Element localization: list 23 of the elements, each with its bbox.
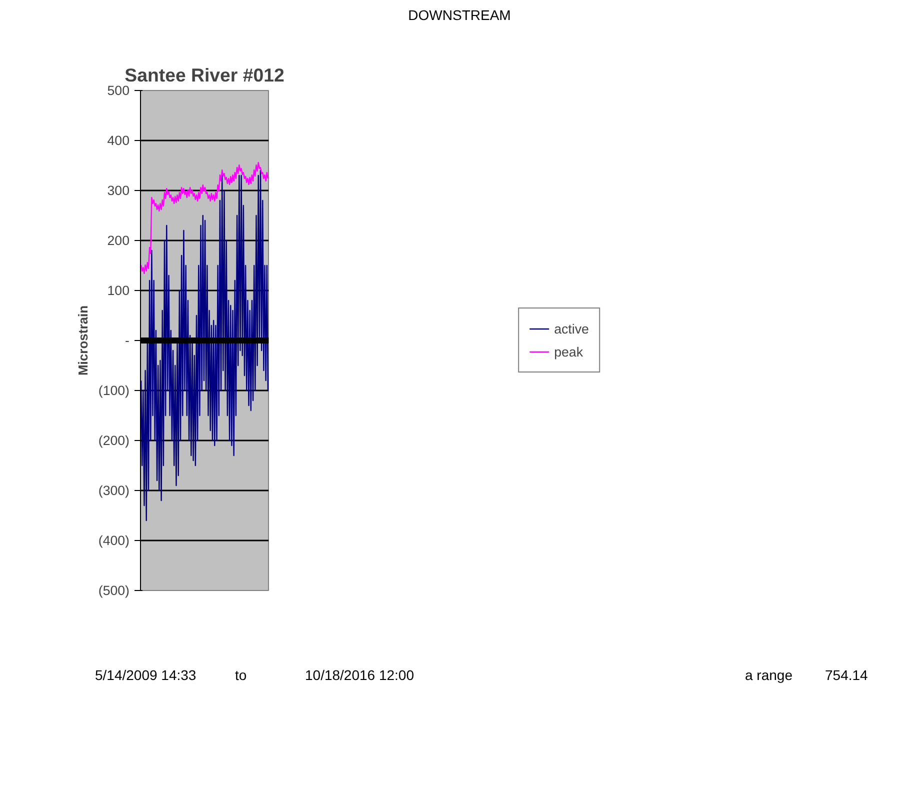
line-series [140, 162, 268, 274]
y-tick-label: (100) [98, 383, 130, 398]
y-axis-title: Microstrain [75, 305, 90, 376]
y-tick-label: (300) [98, 483, 130, 498]
text: a range [745, 666, 792, 685]
text: 10/18/2016 12:00 [305, 666, 414, 685]
chart-title: Santee River #012 [124, 64, 284, 86]
y-tick-label: - [125, 333, 130, 348]
y-tick-label: 300 [107, 183, 130, 198]
legend-label: active [554, 321, 589, 336]
y-tick-label: 500 [107, 83, 130, 98]
text: 5/14/2009 14:33 [95, 666, 196, 685]
text: 754.14 [825, 666, 868, 685]
y-tick-label: (200) [98, 433, 130, 448]
y-tick-label: 200 [107, 233, 130, 248]
text: DOWNSTREAM [408, 6, 511, 25]
y-tick-label: (500) [98, 583, 130, 598]
line-series [140, 170, 268, 522]
y-tick-label: 400 [107, 133, 130, 148]
y-tick-label: 100 [107, 283, 130, 298]
y-tick-label: (400) [98, 533, 130, 548]
text: to [235, 666, 247, 685]
legend-label: peak [554, 344, 583, 359]
